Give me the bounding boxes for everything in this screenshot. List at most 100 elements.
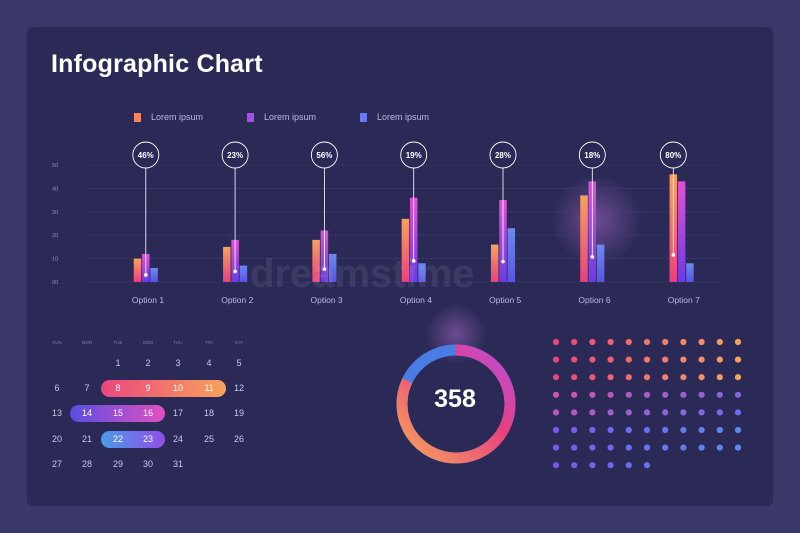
dot [680,444,687,451]
dot [734,426,742,434]
dot [552,356,560,363]
dot [698,409,705,416]
calendar-day[interactable]: 6 [54,383,60,393]
dot [571,409,578,416]
dot [589,356,596,363]
dot [643,426,651,434]
dot [571,462,578,469]
calendar-day[interactable]: 24 [172,434,183,444]
dot [662,409,669,416]
dot [734,391,742,398]
calendar-day[interactable]: 21 [81,434,92,444]
dot [552,338,560,346]
calendar-day[interactable]: 26 [233,434,244,444]
calendar-day[interactable]: 4 [206,358,212,368]
legend-label-3: Lorem ipsum [377,112,430,122]
dot [716,374,723,381]
callout-dot [233,269,237,274]
dot [680,391,687,398]
calendar-day[interactable]: 18 [203,408,214,418]
bar [328,253,337,282]
x-tick-label: Option 4 [400,295,432,305]
dot [680,426,687,434]
callout-label: 23% [227,151,243,160]
dot [607,338,614,346]
calendar-range-2 [70,404,165,422]
calendar-day[interactable]: 29 [112,459,123,469]
legend-label-1: Lorem ipsum [151,112,204,122]
callout-label: 46% [138,151,154,160]
calendar-day[interactable]: 16 [142,408,153,418]
calendar-day[interactable]: 2 [145,358,151,368]
calendar-day[interactable]: 9 [145,383,151,393]
dot [680,409,687,416]
dot [734,356,742,363]
dashboard-card [27,27,773,506]
dot [734,338,742,346]
callout-dot [501,259,505,264]
dot [698,391,705,398]
dot [607,409,614,416]
dot [571,356,578,363]
dot [552,391,560,398]
calendar-day[interactable]: 8 [115,383,121,393]
dot [589,374,596,381]
calendar-day[interactable]: 10 [172,383,183,393]
calendar-day[interactable]: 20 [51,434,62,444]
page-title: Infographic Chart [51,50,263,78]
calendar-day[interactable]: 1 [115,358,121,368]
bar [596,244,605,282]
calendar-day[interactable]: 28 [81,459,92,469]
bar [418,263,426,282]
dot [716,409,723,416]
y-tick-label: 10 [52,257,58,263]
calendar-day-header: TUE [113,340,123,345]
bar [401,218,410,282]
calendar-day[interactable]: 17 [172,408,183,418]
calendar-day[interactable]: 11 [204,383,214,393]
calendar-day[interactable]: 5 [236,358,242,368]
legend-item-1: Lorem ipsum [134,112,203,122]
dot [680,374,687,381]
x-tick-label: Option 3 [311,295,343,305]
x-tick-label: Option 2 [221,295,253,305]
calendar-day[interactable]: 30 [142,459,153,469]
callout-label: 18% [584,151,600,160]
callout-label: 19% [406,151,422,160]
calendar-day-header: SUN [52,340,62,345]
dot [552,444,560,451]
calendar-day[interactable]: 13 [51,408,62,418]
dot [589,391,596,398]
legend-swatch-1 [134,112,141,122]
calendar-day[interactable]: 23 [142,434,153,444]
calendar-day[interactable]: 15 [112,408,123,418]
calendar-day[interactable]: 19 [233,408,244,418]
donut-value: 358 [434,385,476,413]
bar [150,267,158,282]
watermark: dreamstime [250,252,475,296]
calendar-day[interactable]: 31 [172,459,183,469]
calendar-day[interactable]: 14 [81,408,92,418]
dot [589,338,596,346]
dot [680,338,687,346]
dot [625,426,632,434]
dot [680,356,687,363]
calendar-day[interactable]: 12 [233,383,244,393]
dot [734,444,742,451]
calendar-day[interactable]: 22 [112,434,123,444]
calendar-day[interactable]: 25 [203,434,214,444]
callout-bubble [132,141,160,169]
dot [643,338,651,346]
calendar-day[interactable]: 27 [51,459,62,469]
calendar-day[interactable]: 7 [84,383,90,393]
calendar-day[interactable]: 3 [175,358,181,368]
dot [571,391,578,398]
y-tick-label: 00 [52,280,58,286]
calendar-day-header: WED [142,340,154,345]
dot [552,374,560,381]
y-tick-label: 20 [52,233,58,239]
dot [662,391,669,398]
dot [589,444,596,451]
dot [643,409,651,416]
